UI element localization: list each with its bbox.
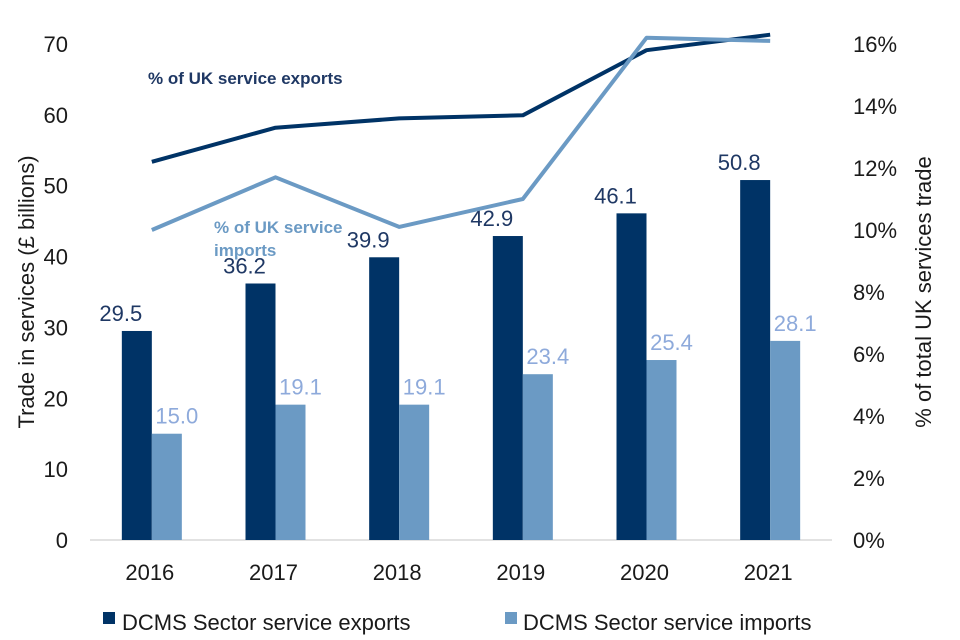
x-tick-label: 2016: [125, 560, 174, 585]
y2-axis-title: % of total UK services trade: [911, 156, 936, 427]
y2-tick-label: 0%: [853, 528, 885, 553]
annotation-imports-line: % of UK service: [214, 218, 343, 237]
bar-exports: [121, 330, 152, 540]
y-tick-label: 20: [44, 386, 68, 411]
data-label-imports: 19.1: [279, 375, 322, 400]
y-tick-label: 50: [44, 174, 68, 199]
legend-label-exports: DCMS Sector service exports: [122, 610, 411, 635]
x-tick-label: 2020: [620, 560, 669, 585]
bar-exports: [616, 213, 647, 540]
y-tick-label: 40: [44, 245, 68, 270]
data-label-imports: 19.1: [403, 375, 446, 400]
data-label-imports: 23.4: [526, 344, 569, 369]
x-tick-label: 2021: [744, 560, 793, 585]
bar-imports: [770, 340, 801, 540]
y-axis-title: Trade in services (£ billions): [14, 155, 39, 428]
left-axis-ticks: 0 10 20 30 40 50 60 70: [44, 32, 68, 553]
data-label-imports: 15.0: [155, 404, 198, 429]
bar-exports: [245, 283, 276, 540]
bar-imports: [151, 433, 182, 540]
y2-tick-label: 8%: [853, 280, 885, 305]
bar-exports: [740, 180, 771, 540]
y-tick-label: 70: [44, 32, 68, 57]
y-tick-label: 30: [44, 315, 68, 340]
annotation-imports-line-2: imports: [214, 241, 276, 260]
bar-exports: [369, 257, 400, 540]
y2-tick-label: 4%: [853, 404, 885, 429]
right-axis-ticks: 0% 2% 4% 6% 8% 10% 12% 14% 16%: [853, 32, 897, 553]
y-tick-label: 0: [56, 528, 68, 553]
legend-label-imports: DCMS Sector service imports: [523, 610, 812, 635]
y2-tick-label: 6%: [853, 342, 885, 367]
y2-tick-label: 16%: [853, 32, 897, 57]
bar-imports: [522, 374, 553, 540]
x-axis-ticks: 2016 2017 2018 2019 2020 2021: [125, 560, 792, 585]
data-label-imports: 25.4: [650, 330, 693, 355]
line-exports-share: [151, 32, 771, 164]
data-label-exports: 50.8: [718, 150, 761, 175]
bars: [121, 180, 801, 540]
bar-imports: [646, 360, 677, 540]
bar-exports: [492, 236, 523, 540]
y2-tick-label: 10%: [853, 218, 897, 243]
y-tick-label: 10: [44, 457, 68, 482]
annotation-exports-line: % of UK service exports: [148, 69, 343, 88]
legend-swatch-imports: [505, 612, 517, 624]
x-tick-label: 2019: [496, 560, 545, 585]
data-label-exports: 36.2: [223, 253, 266, 278]
bar-imports: [275, 404, 306, 540]
y2-tick-label: 2%: [853, 466, 885, 491]
lines: [151, 32, 771, 232]
legend: DCMS Sector service exports DCMS Sector …: [103, 610, 812, 635]
data-label-exports: 46.1: [594, 183, 637, 208]
data-label-imports: 28.1: [774, 311, 817, 336]
y-tick-label: 60: [44, 103, 68, 128]
line-imports-share: [151, 35, 771, 232]
data-label-exports: 39.9: [347, 227, 390, 252]
y2-tick-label: 12%: [853, 156, 897, 181]
x-tick-label: 2017: [249, 560, 298, 585]
y2-tick-label: 14%: [853, 94, 897, 119]
data-label-exports: 29.5: [99, 301, 142, 326]
legend-swatch-exports: [103, 612, 115, 624]
bar-imports: [399, 404, 430, 540]
bar-data-labels: 29.536.239.942.946.150.815.019.1 19.123.4…: [99, 150, 816, 429]
x-tick-label: 2018: [373, 560, 422, 585]
